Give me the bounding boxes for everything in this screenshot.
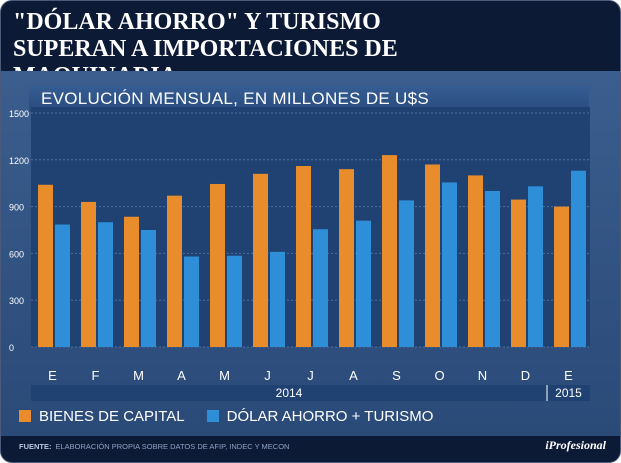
bar-dolar <box>313 229 328 347</box>
bar-dolar <box>184 256 199 347</box>
bar-bienes <box>124 216 139 347</box>
bar-bienes <box>167 195 182 347</box>
bar-bienes <box>81 201 96 347</box>
bar-bienes <box>382 155 397 347</box>
bar-dolar <box>55 224 70 347</box>
x-tick-label: J <box>264 368 271 383</box>
bar-dolar <box>98 222 113 347</box>
bar-dolar <box>485 191 500 347</box>
legend-label-dolar: DÓLAR AHORRO + TURISMO <box>226 407 434 425</box>
bar-bienes <box>511 199 526 347</box>
source-text: ELABORACIÓN PROPIA SOBRE DATOS DE AFIP, … <box>55 442 290 451</box>
bar-bienes <box>210 183 225 347</box>
x-tick-label: M <box>219 368 230 383</box>
y-tick-label: 300 <box>9 296 24 306</box>
legend-swatch-dolar <box>206 410 219 422</box>
brand-logo: iProfesional <box>545 438 606 452</box>
source-label: FUENTE: <box>19 442 52 451</box>
x-tick-label: O <box>434 368 444 383</box>
headline: "DÓLAR AHORRO" Y TURISMO SUPERAN A IMPOR… <box>13 9 398 89</box>
bar-bienes <box>468 175 483 347</box>
bar-bienes <box>425 164 440 347</box>
bar-bienes <box>296 166 311 347</box>
bar-dolar <box>141 230 156 347</box>
y-tick-label: 1200 <box>9 156 29 166</box>
x-tick-label: N <box>478 368 487 383</box>
x-tick-label: A <box>177 368 186 383</box>
x-tick-label: F <box>92 368 100 383</box>
bar-bienes <box>253 173 268 347</box>
x-tick-label: J <box>307 368 314 383</box>
bar-dolar <box>227 255 242 347</box>
bar-dolar <box>270 251 285 347</box>
y-tick-label: 0 <box>9 343 14 353</box>
bar-dolar <box>571 170 586 347</box>
x-tick-label: E <box>48 368 57 383</box>
x-tick-label: A <box>349 368 358 383</box>
bar-dolar <box>356 220 371 347</box>
bar-bienes <box>38 184 53 347</box>
legend: BIENES DE CAPITAL DÓLAR AHORRO + TURISMO <box>19 406 455 426</box>
source-note: FUENTE: ELABORACIÓN PROPIA SOBRE DATOS DE… <box>19 442 289 451</box>
bar-bienes <box>554 206 569 347</box>
year-band <box>31 385 590 401</box>
legend-label-bienes: BIENES DE CAPITAL <box>39 407 185 425</box>
x-tick-label: M <box>133 368 144 383</box>
bar-dolar <box>528 186 543 347</box>
x-tick-label: D <box>521 368 530 383</box>
legend-swatch-bienes <box>19 410 31 422</box>
x-tick-label: E <box>564 368 573 383</box>
chart-title: EVOLUCIÓN MENSUAL, EN MILLONES DE U$S <box>41 89 430 108</box>
legend-item-bienes: BIENES DE CAPITAL <box>19 408 185 425</box>
y-tick-label: 1500 <box>9 109 29 119</box>
bar-dolar <box>442 182 457 347</box>
year-label: 2014 <box>276 386 303 400</box>
bar-dolar <box>399 200 414 347</box>
y-tick-label: 900 <box>9 203 24 213</box>
bar-bienes <box>339 169 354 347</box>
legend-item-dolar: DÓLAR AHORRO + TURISMO <box>206 407 434 425</box>
y-tick-label: 600 <box>9 249 24 259</box>
x-tick-label: S <box>392 368 401 383</box>
year-label: 2015 <box>555 386 582 400</box>
